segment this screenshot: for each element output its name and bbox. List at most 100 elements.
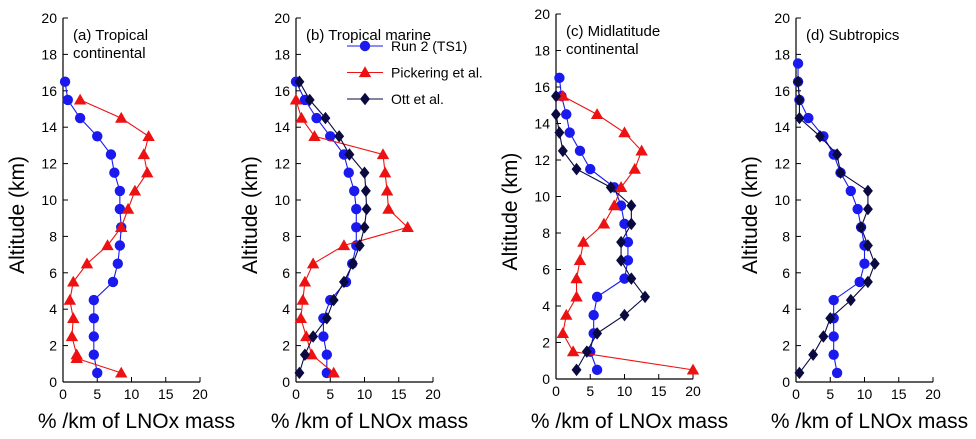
data-point <box>128 184 142 196</box>
y-tick-label: 2 <box>542 335 550 351</box>
series-line <box>562 95 694 371</box>
data-point <box>614 181 628 193</box>
data-point <box>869 257 880 270</box>
series-line <box>295 81 357 373</box>
data-point <box>115 111 128 123</box>
data-point <box>380 184 394 196</box>
y-tick-label: 8 <box>782 228 790 244</box>
data-point <box>585 163 596 175</box>
panel-title-line: continental <box>566 41 639 58</box>
data-point <box>109 167 120 178</box>
panel-title-line: (b) Tropical marine <box>306 27 431 44</box>
data-point <box>337 239 351 251</box>
data-point <box>831 367 843 379</box>
data-point <box>63 293 77 305</box>
data-point <box>343 167 354 178</box>
y-tick-label: 10 <box>41 192 57 208</box>
data-point <box>835 166 846 179</box>
y-tick-label: 4 <box>282 301 290 317</box>
series-run-2-ts1- <box>554 72 634 376</box>
data-point <box>349 185 360 197</box>
data-point <box>59 76 71 87</box>
y-tick-label: 2 <box>282 338 290 354</box>
panel-title: (a) Tropical continental <box>73 27 148 62</box>
data-point <box>382 202 395 214</box>
data-point <box>378 166 392 178</box>
data-point <box>854 276 865 288</box>
y-tick-label: 6 <box>49 265 57 281</box>
x-tick-label: 0 <box>59 386 67 402</box>
data-point <box>581 345 592 358</box>
panel-2: 0 2 4 6 8 10 12 14 16 18 20 0 5 10 15 20 % /km of LNOx m… <box>239 10 468 433</box>
y-tick-label: 16 <box>274 83 290 99</box>
data-point <box>640 290 651 304</box>
data-point <box>347 257 358 270</box>
data-point <box>308 330 319 343</box>
data-point <box>561 109 572 120</box>
series-ott-et-al- <box>551 89 651 377</box>
y-tick-label: 18 <box>41 46 57 62</box>
data-point <box>88 349 100 360</box>
series-line <box>555 96 646 371</box>
data-point <box>828 331 839 342</box>
data-point <box>88 313 100 324</box>
y-tick-label: 18 <box>534 43 550 59</box>
y-tick-label: 8 <box>282 228 290 244</box>
data-point <box>115 366 128 378</box>
data-point <box>597 217 611 229</box>
data-point <box>818 330 829 343</box>
y-tick-label: 12 <box>534 152 550 168</box>
data-point <box>73 93 87 105</box>
data-point <box>354 239 365 252</box>
data-point <box>608 199 621 211</box>
data-point <box>296 293 310 305</box>
panel-title-line: (d) Subtropics <box>806 27 899 44</box>
data-point <box>554 126 565 139</box>
series-run-2-ts1- <box>792 58 870 379</box>
data-point <box>571 363 582 377</box>
x-tick-label: 5 <box>326 386 334 402</box>
y-tick-label: 16 <box>774 83 790 99</box>
x-tick-label: 15 <box>158 386 174 402</box>
data-point <box>626 217 637 231</box>
panel-title-line: (c) Midlatitude <box>566 23 660 40</box>
data-point <box>70 352 83 363</box>
data-point <box>588 309 599 321</box>
data-point <box>308 130 321 141</box>
x-axis-title: % /km of LNOx mass <box>271 410 468 433</box>
data-point <box>114 185 126 197</box>
legend-marker <box>360 92 370 106</box>
data-point <box>622 255 634 266</box>
data-point <box>635 144 648 156</box>
x-tick-label: 5 <box>586 383 594 399</box>
data-point <box>88 294 100 306</box>
data-point <box>107 276 119 288</box>
y-axis-title: Altitude (km) <box>739 156 762 274</box>
y-tick-label: 14 <box>274 119 290 135</box>
y-tick-label: 0 <box>782 374 790 390</box>
data-point <box>299 348 310 361</box>
data-point <box>845 185 856 197</box>
panel-title-line: (a) Tropical <box>73 27 148 44</box>
y-tick-label: 4 <box>782 301 790 317</box>
data-point <box>862 239 873 252</box>
data-point <box>114 240 126 251</box>
y-tick-label: 8 <box>542 225 550 241</box>
x-tick-label: 20 <box>425 386 441 402</box>
data-point <box>794 93 805 107</box>
data-point <box>74 112 86 124</box>
data-point <box>803 112 814 124</box>
series-line <box>64 81 122 374</box>
data-point <box>67 312 80 323</box>
data-point <box>304 93 315 107</box>
y-axis-title: Altitude (km) <box>499 153 522 271</box>
data-point <box>862 184 873 198</box>
data-point <box>294 312 307 323</box>
y-tick-label: 20 <box>274 10 290 26</box>
panel-4: 0 2 4 6 8 10 12 14 16 18 20 0 5 10 15 20 % /km of LNOx m… <box>739 10 968 433</box>
y-tick-label: 12 <box>274 156 290 172</box>
data-point <box>591 364 603 376</box>
data-point <box>344 148 355 161</box>
data-point <box>626 272 637 285</box>
